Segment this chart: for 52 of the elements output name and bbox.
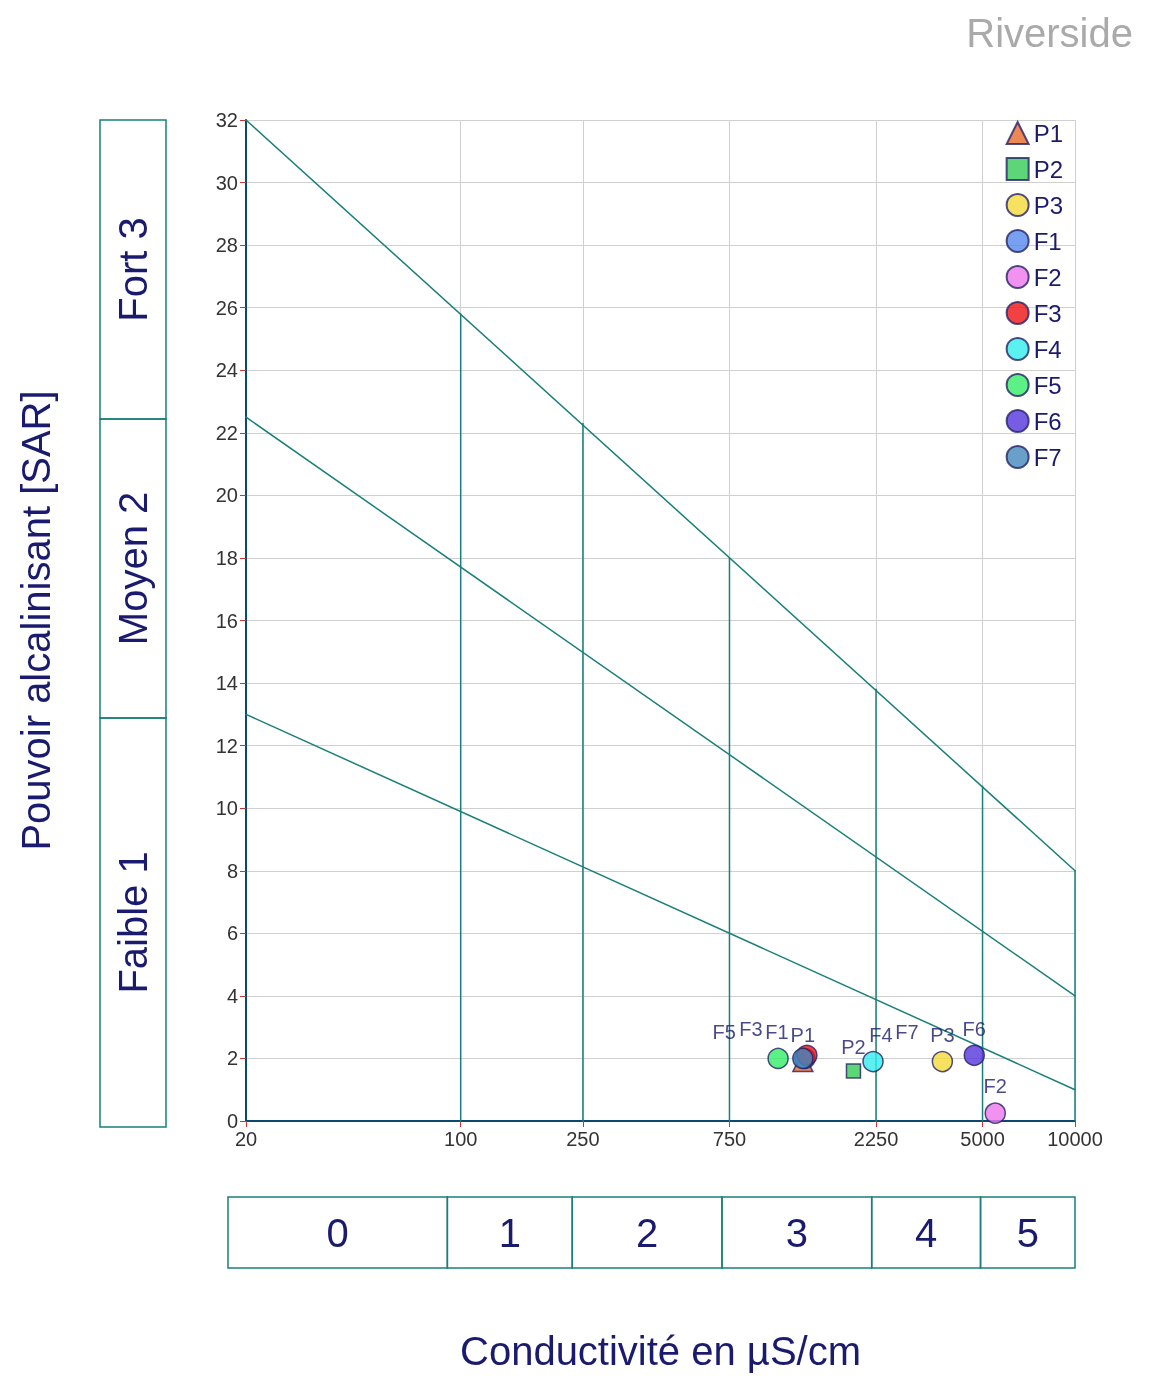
text: 2	[635, 1211, 659, 1255]
text: 1	[498, 1211, 521, 1255]
text: Moyen 2	[111, 491, 155, 646]
text: F2	[983, 1075, 1007, 1098]
text: P3	[930, 1023, 955, 1046]
text: Fort 3	[111, 217, 155, 322]
x-tick-label: 100	[444, 1128, 478, 1150]
y-tick-label: 0	[226, 1110, 238, 1132]
legend-label: P1	[1033, 119, 1063, 147]
legend-label: F4	[1033, 335, 1062, 363]
y-tick-label: 26	[215, 296, 238, 319]
y-tick-label: 16	[215, 609, 238, 632]
y-tick-label: 30	[215, 171, 238, 194]
y-tick-label: 14	[215, 672, 238, 695]
text: P2	[841, 1036, 866, 1059]
x-axis-title: Conductivité en µS/cm	[460, 1329, 861, 1373]
y-tick-label: 8	[226, 859, 238, 882]
legend-label: F7	[1033, 443, 1062, 471]
y-tick-label: 32	[215, 109, 238, 131]
text: F7	[895, 1020, 919, 1043]
text: P1	[790, 1023, 816, 1046]
y-tick-label: 22	[215, 421, 238, 444]
text: F1	[765, 1020, 789, 1043]
chart-title: Riverside	[966, 11, 1133, 55]
legend-label: F6	[1033, 407, 1062, 435]
y-tick-label: 12	[215, 734, 238, 757]
text: 5	[1016, 1211, 1039, 1255]
x-tick-label: 250	[566, 1128, 600, 1150]
text: 4	[914, 1211, 938, 1255]
y-tick-label: 4	[226, 984, 238, 1007]
y-tick-label: 28	[215, 234, 238, 257]
y-tick-label: 20	[215, 484, 238, 507]
legend-label: F3	[1033, 299, 1062, 327]
x-tick-label: 5000	[960, 1128, 1005, 1150]
legend-label: F5	[1033, 371, 1062, 399]
y-axis-title: Pouvoir alcalinisant [SAR]	[14, 390, 58, 851]
y-tick-label: 10	[215, 797, 238, 820]
text: 3	[785, 1211, 808, 1255]
x-tick-label: 750	[712, 1128, 747, 1150]
y-tick-label: 24	[215, 359, 238, 382]
x-tick-label: 10000	[1047, 1128, 1103, 1150]
legend-label: P3	[1033, 191, 1063, 219]
y-tick-label: 6	[226, 922, 238, 945]
text: Faible 1	[111, 851, 155, 994]
legend-label: P2	[1033, 155, 1063, 183]
x-tick-label: 2250	[853, 1128, 899, 1150]
legend-label: F2	[1033, 263, 1062, 291]
legend-label: F1	[1033, 227, 1062, 255]
text: 0	[326, 1211, 349, 1255]
y-tick-label: 18	[215, 546, 238, 569]
y-tick-label: 2	[226, 1047, 238, 1070]
text: F3	[739, 1017, 763, 1040]
